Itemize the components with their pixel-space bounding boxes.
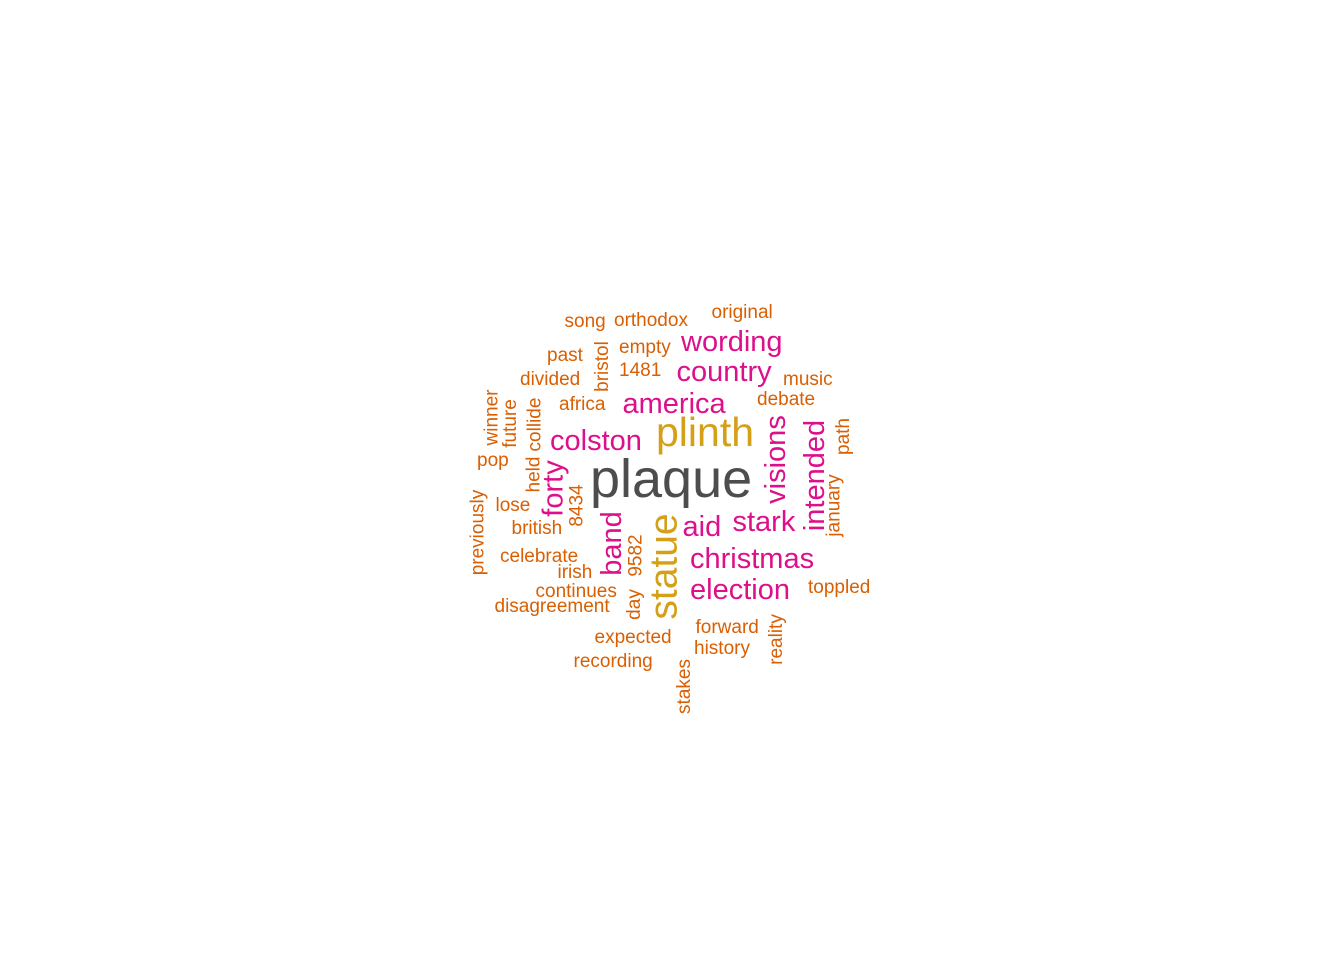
- word-irish: irish: [557, 561, 593, 583]
- word-aid: aid: [682, 510, 722, 543]
- word-held: held: [523, 456, 545, 492]
- word-forward: forward: [695, 616, 759, 638]
- word-wording: wording: [681, 325, 783, 358]
- word-plaque: plaque: [590, 449, 753, 509]
- word-continues: continues: [535, 580, 617, 602]
- word-1481: 1481: [619, 359, 662, 381]
- word-british: british: [511, 517, 563, 539]
- word-recording: recording: [573, 650, 653, 672]
- word-disagreement: disagreement: [494, 595, 610, 617]
- word-day: day: [623, 588, 645, 620]
- word-visions: visions: [759, 414, 792, 504]
- word-lose: lose: [495, 494, 531, 516]
- word-america: america: [622, 387, 726, 420]
- word-plinth: plinth: [656, 408, 755, 455]
- word-reality: reality: [765, 613, 787, 665]
- word-empty: empty: [619, 336, 671, 358]
- word-stakes: stakes: [673, 658, 695, 714]
- word-song: song: [564, 310, 606, 332]
- word-christmas: christmas: [690, 542, 815, 575]
- word-collide: collide: [524, 397, 546, 451]
- word-9582: 9582: [625, 533, 647, 577]
- word-africa: africa: [559, 393, 606, 415]
- word-bristol: bristol: [591, 340, 613, 392]
- word-toppled: toppled: [808, 576, 871, 598]
- word-path: path: [832, 417, 854, 455]
- word-pop: pop: [477, 449, 509, 471]
- word-stark: stark: [732, 505, 796, 538]
- word-band: band: [595, 510, 628, 576]
- word-previously: previously: [467, 489, 489, 575]
- word-history: history: [694, 637, 750, 659]
- word-future: future: [499, 398, 521, 448]
- word-election: election: [690, 573, 790, 606]
- word-expected: expected: [594, 626, 672, 648]
- word-orthodox: orthodox: [614, 309, 688, 331]
- word-country: country: [676, 355, 772, 388]
- word-music: music: [783, 368, 833, 390]
- word-original: original: [711, 301, 773, 323]
- word-divided: divided: [520, 368, 581, 390]
- word-statue: statue: [642, 512, 686, 620]
- word-celebrate: celebrate: [500, 545, 579, 567]
- word-debate: debate: [757, 388, 816, 410]
- word-colston: colston: [550, 424, 642, 457]
- word-past: past: [547, 344, 583, 366]
- word-winner: winner: [481, 389, 503, 445]
- word-8434: 8434: [566, 483, 588, 527]
- word-january: january: [823, 473, 845, 537]
